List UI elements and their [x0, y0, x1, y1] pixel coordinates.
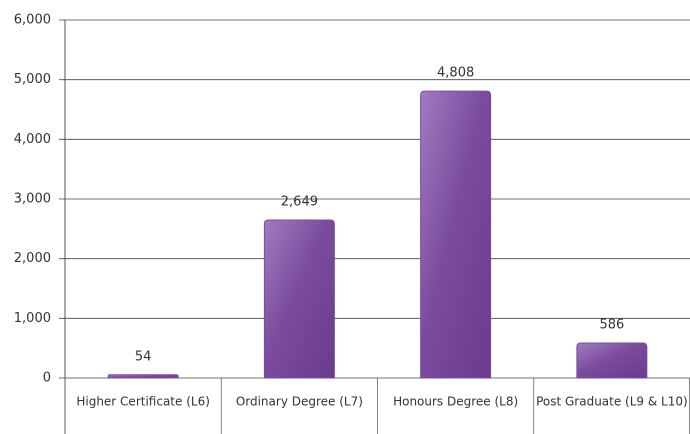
data-label: 4,808 — [437, 66, 474, 81]
x-tick-label: Post Graduate (L9 & L10) — [536, 395, 688, 409]
bar — [263, 219, 335, 379]
y-tick-label: 5,000 — [14, 72, 51, 87]
y-tick-label: 6,000 — [14, 13, 51, 28]
y-tick-label: 2,000 — [14, 251, 51, 266]
bar — [576, 342, 648, 379]
data-label: 2,649 — [281, 194, 318, 209]
y-tick-label: 3,000 — [14, 192, 51, 207]
y-tick-label: 0 — [43, 371, 51, 386]
y-tick-label: 4,000 — [14, 132, 51, 147]
data-label: 54 — [135, 349, 152, 364]
x-tick-label: Honours Degree (L8) — [393, 395, 518, 409]
x-tick-label: Ordinary Degree (L7) — [236, 395, 363, 409]
bar — [107, 374, 179, 379]
bar — [420, 90, 492, 379]
x-tick-label: Higher Certificate (L6) — [76, 395, 210, 409]
y-tick-label: 1,000 — [14, 311, 51, 326]
data-label: 586 — [599, 318, 624, 333]
